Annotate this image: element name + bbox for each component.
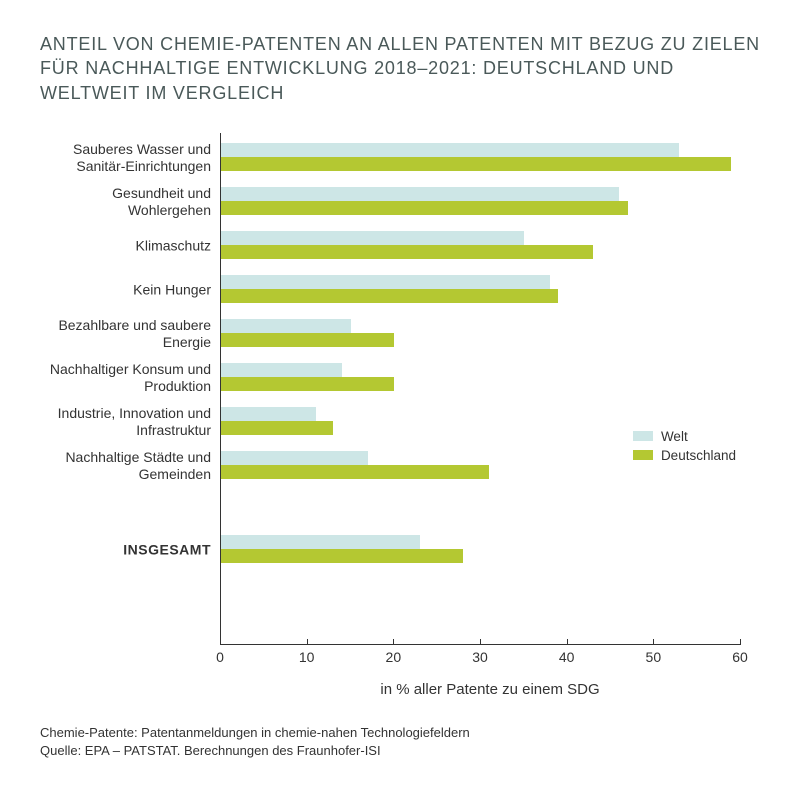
bar-world	[221, 231, 524, 245]
category-label: INSGESAMT	[41, 541, 221, 558]
x-tick-mark	[220, 639, 221, 645]
category-label: Nachhaltige Städte und Gemeinden	[41, 449, 221, 483]
category-label: Industrie, Innovation und Infrastruktur	[41, 405, 221, 439]
x-tick-mark	[653, 639, 654, 645]
category-label: Bezahlbare und saubere Energie	[41, 317, 221, 351]
legend: Welt Deutschland	[633, 429, 736, 467]
bar-deutschland	[221, 421, 333, 435]
bar-world	[221, 535, 420, 549]
bar-world	[221, 407, 316, 421]
legend-label-world: Welt	[661, 429, 688, 444]
bar-row: Sauberes Wasser und Sanitär-Einrichtunge…	[221, 141, 740, 175]
x-tick-mark	[567, 639, 568, 645]
bar-world	[221, 187, 619, 201]
bar-deutschland	[221, 157, 731, 171]
x-tick-mark	[480, 639, 481, 645]
bar-world	[221, 319, 351, 333]
bar-row: Gesundheit und Wohlergehen	[221, 185, 740, 219]
x-tick-label: 0	[216, 649, 224, 665]
bar-world	[221, 363, 342, 377]
legend-item-de: Deutschland	[633, 448, 736, 463]
x-axis-label: in % aller Patente zu einem SDG	[220, 681, 760, 698]
category-label: Kein Hunger	[41, 281, 221, 298]
chart-area: Sauberes Wasser und Sanitär-Einrichtunge…	[220, 133, 740, 673]
bar-row: Klimaschutz	[221, 229, 740, 263]
bar-row: Nachhaltiger Konsum und Produktion	[221, 361, 740, 395]
bar-row: Bezahlbare und saubere Energie	[221, 317, 740, 351]
bar-deutschland	[221, 201, 628, 215]
x-tick-label: 40	[559, 649, 575, 665]
footnote-1: Chemie-Patente: Patentanmeldungen in che…	[40, 724, 760, 742]
category-label: Sauberes Wasser und Sanitär-Einrichtunge…	[41, 141, 221, 175]
legend-label-de: Deutschland	[661, 448, 736, 463]
x-tick-label: 30	[472, 649, 488, 665]
chart-title: ANTEIL VON CHEMIE-PATENTEN AN ALLEN PATE…	[40, 32, 760, 105]
legend-swatch-world	[633, 431, 653, 441]
legend-swatch-de	[633, 450, 653, 460]
bar-deutschland	[221, 289, 558, 303]
bar-row: Kein Hunger	[221, 273, 740, 307]
bar-world	[221, 451, 368, 465]
x-tick-label: 60	[732, 649, 748, 665]
bar-world	[221, 143, 679, 157]
bar-world	[221, 275, 550, 289]
footnote-2: Quelle: EPA – PATSTAT. Berechnungen des …	[40, 742, 760, 760]
footnotes: Chemie-Patente: Patentanmeldungen in che…	[40, 724, 760, 760]
plot-region: Sauberes Wasser und Sanitär-Einrichtunge…	[220, 133, 740, 645]
category-label: Klimaschutz	[41, 237, 221, 254]
bar-deutschland	[221, 549, 463, 563]
x-tick-mark	[740, 639, 741, 645]
x-axis-ticks: 0102030405060	[220, 645, 740, 673]
legend-item-world: Welt	[633, 429, 736, 444]
x-tick-label: 20	[386, 649, 402, 665]
bar-row: INSGESAMT	[221, 533, 740, 567]
bar-deutschland	[221, 245, 593, 259]
x-tick-mark	[307, 639, 308, 645]
bar-deutschland	[221, 333, 394, 347]
x-tick-label: 10	[299, 649, 315, 665]
x-tick-label: 50	[646, 649, 662, 665]
x-tick-mark	[393, 639, 394, 645]
category-label: Gesundheit und Wohlergehen	[41, 185, 221, 219]
bar-deutschland	[221, 377, 394, 391]
bar-deutschland	[221, 465, 489, 479]
category-label: Nachhaltiger Konsum und Produktion	[41, 361, 221, 395]
